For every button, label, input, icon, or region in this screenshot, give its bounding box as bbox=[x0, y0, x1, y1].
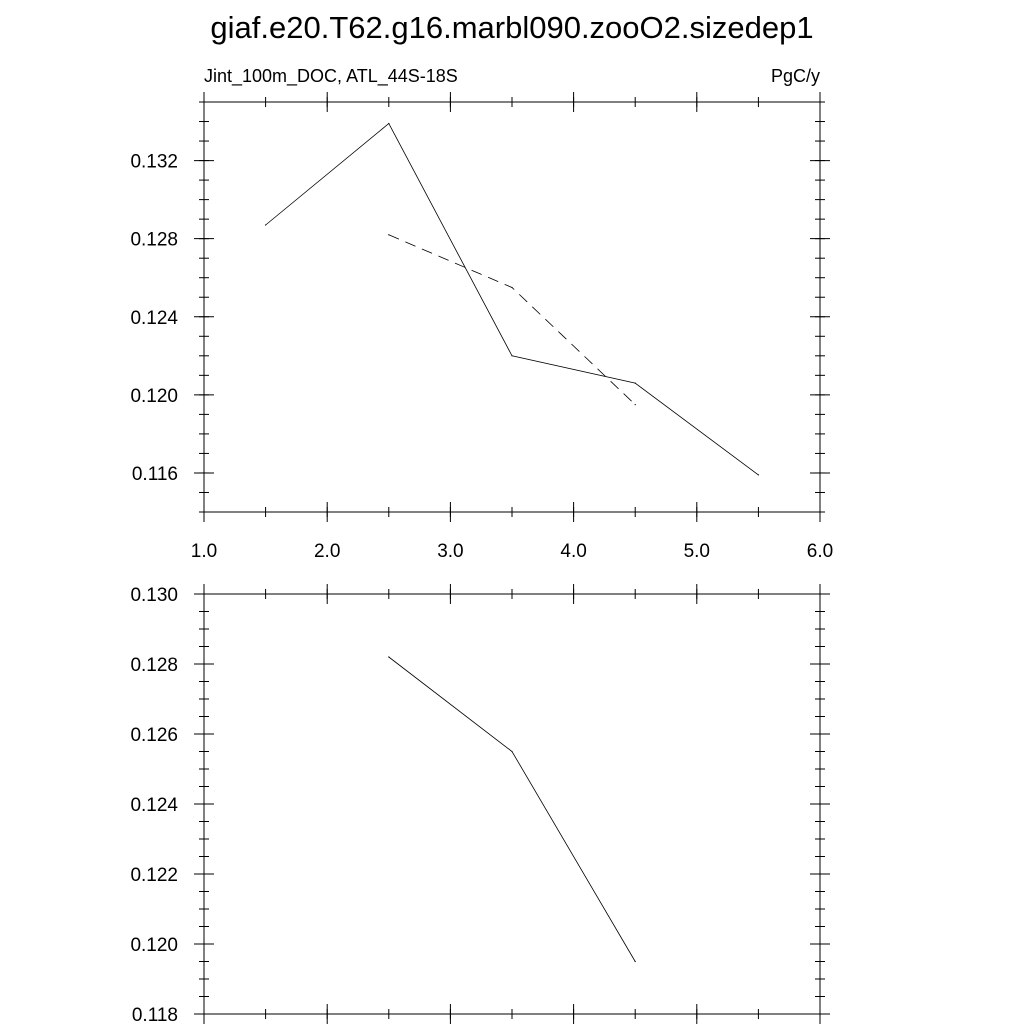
plot-frame bbox=[203, 101, 821, 513]
series-1-point bbox=[388, 122, 390, 125]
y-tick-label: 0.130 bbox=[130, 585, 178, 606]
series-2-point bbox=[511, 286, 513, 289]
y-tick-label: 0.120 bbox=[130, 935, 178, 956]
top-plot-panel: 1.0 2.0 3.0 4.0 5.0 6.0 0.116 0.120 0.124 0.128 0.… bbox=[130, 92, 833, 562]
series-1-point bbox=[511, 355, 513, 357]
series-1-point bbox=[265, 224, 267, 226]
y-tick-label: 0.128 bbox=[130, 230, 178, 251]
series-2-point bbox=[388, 234, 390, 236]
x-tick-label: 5.0 bbox=[684, 541, 710, 562]
x-tick-label: 3.0 bbox=[437, 541, 463, 562]
y-tick-label: 0.120 bbox=[130, 386, 178, 407]
series-1-point bbox=[634, 960, 636, 963]
top-subtitle-right: PgC/y bbox=[771, 66, 820, 86]
series-line-1 bbox=[265, 122, 759, 476]
y-tick-label: 0.116 bbox=[132, 464, 178, 485]
top-subtitle-left: Jint_100m_DOC, ATL_44S-18S bbox=[204, 66, 458, 87]
plot-frame bbox=[203, 593, 821, 1015]
chart-title: giaf.e20.T62.g16.marbl090.zooO2.sizedep1 bbox=[210, 10, 813, 45]
y-tick-label: 0.132 bbox=[130, 152, 178, 173]
series-1-point bbox=[757, 474, 760, 476]
y-tick-label: 0.126 bbox=[130, 725, 178, 746]
series-line-1 bbox=[388, 656, 636, 962]
x-tick-label: 4.0 bbox=[560, 541, 586, 562]
y-tick-label: 0.118 bbox=[132, 1005, 178, 1024]
series-1-point bbox=[511, 750, 513, 753]
series-1-point bbox=[634, 382, 636, 384]
series-2-point bbox=[634, 404, 636, 406]
y-tick-label: 0.124 bbox=[130, 308, 178, 329]
x-tick-label: 1.0 bbox=[191, 541, 217, 562]
series-line-2 bbox=[388, 234, 636, 405]
x-tick-label: 2.0 bbox=[314, 541, 340, 562]
bottom-plot-panel: 0.118 0.120 0.122 0.124 0.126 0.128 0.130 bbox=[130, 584, 830, 1024]
y-tick-label: 0.128 bbox=[130, 655, 178, 676]
y-tick-label: 0.122 bbox=[130, 865, 178, 886]
x-tick-label: 6.0 bbox=[807, 541, 833, 562]
series-1-point bbox=[388, 656, 390, 658]
y-tick-label: 0.124 bbox=[130, 795, 178, 816]
